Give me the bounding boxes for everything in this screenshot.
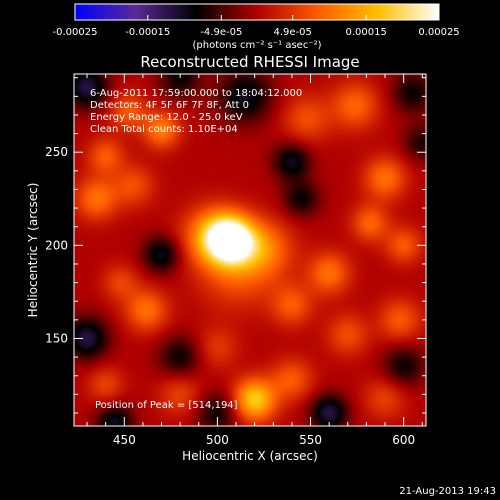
colorbar: [74, 3, 440, 21]
peak-position-label: Position of Peak = [514,194]: [95, 400, 238, 411]
colorbar-tick-label: 0.00015: [346, 27, 387, 38]
colorbar-tick-label: -0.00015: [125, 27, 170, 38]
timestamp: 21-Aug-2013 19:43: [399, 486, 496, 497]
x-tick-label: 450: [113, 433, 136, 447]
y-axis-ticks: 150 200 250: [45, 77, 426, 414]
annotations: 6-Aug-2011 17:59:00.000 to 18:04:12.000 …: [90, 88, 302, 135]
y-axis-label: Heliocentric Y (arcsec): [26, 183, 40, 318]
annotation-energy-range: Energy Range: 12.0 - 25.0 keV: [90, 112, 243, 123]
y-tick-label: 200: [45, 238, 68, 252]
chart-title: Reconstructed RHESSI Image: [140, 53, 359, 71]
y-tick-label: 250: [45, 145, 68, 159]
colorbar-tick-label: 0.00025: [418, 27, 459, 38]
annotation-time-range: 6-Aug-2011 17:59:00.000 to 18:04:12.000: [90, 88, 302, 99]
colorbar-tick-label: -0.00025: [53, 27, 98, 38]
x-tick-label: 600: [392, 433, 415, 447]
annotation-clean-counts: Clean Total counts: 1.10E+04: [90, 124, 238, 135]
y-tick-label: 150: [45, 331, 68, 345]
colorbar-ticks: -0.00025 -0.00015 -4.9e-05 4.9e-05 0.00015 0.…: [53, 15, 460, 38]
colorbar-tick-label: 4.9e-05: [273, 27, 311, 38]
colorbar-tick-label: -4.9e-05: [200, 27, 242, 38]
x-axis-label: Heliocentric X (arcsec): [182, 449, 318, 463]
heatmap-image: [74, 74, 426, 426]
annotation-detectors: Detectors: 4F 5F 6F 7F 8F, Att 0: [90, 100, 249, 111]
colorbar-units-label: (photons cm⁻² s⁻¹ asec⁻²): [192, 40, 321, 51]
x-tick-label: 500: [206, 433, 229, 447]
plot-frame: [73, 73, 427, 427]
x-tick-label: 550: [299, 433, 322, 447]
x-axis-ticks: 450 500 550 600: [86, 74, 423, 447]
